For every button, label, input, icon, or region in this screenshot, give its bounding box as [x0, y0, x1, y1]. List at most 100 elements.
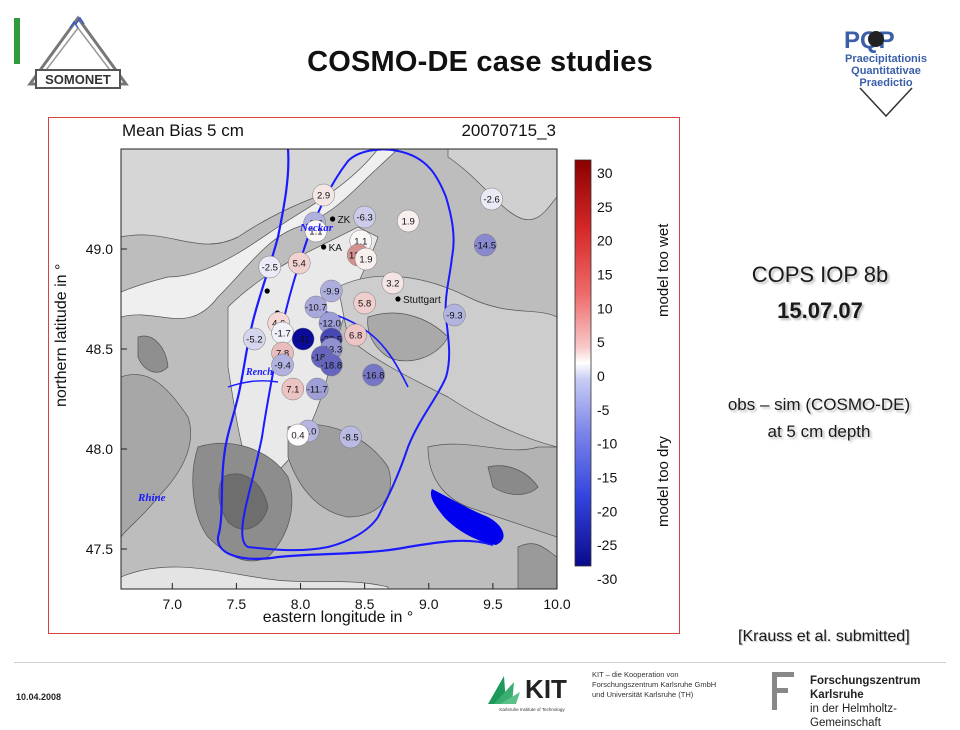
site-dot [264, 288, 270, 294]
station-value-label: -2.6 [483, 195, 499, 206]
station-value-label: 1.1 [354, 237, 367, 248]
station-marker [291, 327, 315, 351]
lake-constance [430, 489, 504, 545]
station-value-label: 0.4 [291, 431, 304, 442]
pqp-logo-triangle-icon [859, 87, 913, 118]
station-value-label: 6.8 [349, 331, 362, 342]
rench-river [227, 380, 279, 388]
station-value-label: -18.8 [312, 353, 334, 364]
fzk-text: Forschungszentrum Karlsruhe in der Helmh… [810, 674, 960, 730]
x-axis-label: eastern longitude in ° [263, 609, 414, 626]
colorbar-tick-label: 10 [597, 300, 613, 316]
colorbar-tick-label: -5 [597, 402, 610, 418]
slide-title: COSMO-DE case studies [307, 46, 653, 78]
station-marker [339, 425, 362, 449]
station-marker [381, 271, 405, 295]
colorbar-label-dry: model too dry [655, 436, 672, 527]
site-markers: ZK KA Stuttgart [264, 215, 441, 316]
station-value-label: 1.9 [359, 255, 372, 266]
x-tick-label: 8.0 [291, 596, 311, 612]
station-value-label: 3.2 [386, 279, 399, 290]
station-value-label: 1.1 [309, 227, 322, 238]
kit-text-line-2: Forschungszentrum Karlsruhe GmbH [592, 680, 717, 689]
colorbar-tick-label: 25 [597, 199, 613, 215]
colorbar-tick-label: -20 [597, 503, 617, 519]
colorbar-tick-label: -25 [597, 537, 617, 553]
map-run-id: 20070715_3 [461, 121, 556, 140]
x-tick-label: 7.5 [227, 596, 247, 612]
site-dot [329, 216, 336, 222]
site-dot [321, 244, 327, 250]
x-tick-label: 10.0 [543, 596, 570, 612]
station-marker [258, 255, 282, 279]
accent-bar [14, 18, 20, 64]
station-marker [473, 233, 497, 257]
footer-divider [14, 662, 946, 663]
station-value-label: -31 [296, 335, 310, 346]
place-label-rhine: Rhine [137, 492, 166, 504]
kit-text-line-1: KIT – die Kooperation von [592, 670, 679, 679]
station-value-label: 1.9 [402, 217, 415, 228]
site-label: KA [329, 243, 343, 254]
station-value-label: -12.0 [319, 319, 341, 330]
station-marker [281, 377, 305, 401]
footer-date: 10.04.2008 [16, 692, 62, 702]
colorbar-tick-label: 20 [597, 233, 613, 249]
station-value-label: -1.7 [274, 329, 290, 340]
station-marker [304, 219, 328, 243]
kit-logo-text: KIT [525, 674, 567, 704]
pqp-logo-word-1: Praecipitationis [845, 53, 927, 65]
fzk-text-line-2: in der Helmholtz-Gemeinschaft [810, 703, 897, 729]
station-value-label: -16.8 [363, 371, 385, 382]
kit-logo-subtext: Karlsruhe Institute of Technology [499, 707, 565, 712]
colorbar-tick-label: 5 [597, 334, 605, 350]
station-value-label: -5.2 [246, 335, 262, 346]
fzk-text-line-1: Forschungszentrum Karlsruhe [810, 675, 921, 701]
station-value-label: -6.3 [356, 213, 372, 224]
colorbar-tick-label: 30 [597, 165, 613, 181]
caption-line-2: at 5 cm depth [767, 422, 871, 441]
station-marker [362, 363, 385, 387]
station-value-label: -9.4 [274, 361, 290, 372]
station-marker [344, 323, 367, 347]
station-value-label: 7.1 [286, 385, 299, 396]
station-marker [305, 377, 329, 401]
pqp-logo-word-2: Quantitativae [851, 65, 921, 77]
pqp-logo: PQP Praecipitationis Quantitativae Praed… [844, 27, 927, 118]
y-axis-label: northern latitude in ° [53, 264, 70, 407]
station-value-label: -8.5 [342, 433, 358, 444]
event-date: 15.07.07 [777, 298, 863, 323]
station-marker [354, 247, 378, 271]
kit-text-line-3: und Universität Karlsruhe (TH) [592, 690, 694, 699]
fzk-logo-icon [772, 672, 794, 710]
station-value-label: 5.8 [358, 299, 371, 310]
citation: [Krauss et al. submitted] [738, 628, 910, 645]
place-label-neckar: Neckar [299, 222, 334, 234]
station-markers: 2.9-9.61.1-6.31.9-2.6-14.51.113.11.93.2-… [243, 183, 503, 449]
kit-cooperation-text: KIT – die Kooperation von Forschungszent… [592, 670, 742, 700]
somonet-logo: SOMONET [27, 15, 129, 89]
x-tick-label: 9.0 [419, 596, 439, 612]
station-marker [480, 187, 503, 211]
colorbar-tick-label: 15 [597, 267, 613, 283]
station-value-label: -10.7 [305, 303, 327, 314]
station-marker [353, 291, 376, 315]
y-tick-label: 48.5 [86, 341, 113, 357]
pqp-logo-dot-icon [868, 31, 884, 47]
station-marker [443, 303, 466, 327]
station-marker [320, 353, 343, 377]
station-value-label: -9.3 [446, 311, 462, 322]
map-plot-area [120, 148, 558, 590]
station-marker [243, 327, 266, 351]
station-value-label: -13.3 [320, 345, 342, 356]
station-value-label: 5.4 [293, 259, 306, 270]
colorbar-tick-label: -10 [597, 436, 617, 452]
y-tick-label: 48.0 [86, 441, 113, 457]
station-marker [320, 279, 343, 303]
y-tick-label: 49.0 [86, 241, 113, 257]
bias-map: Mean Bias 5 cm 20070715_3 7.0 7.5 8.0 8.5 9.… [53, 121, 672, 626]
pqp-logo-word-3: Praedictio [859, 77, 912, 89]
station-value-label: -9.9 [323, 287, 339, 298]
x-tick-label: 9.5 [483, 596, 503, 612]
y-axis: 49.0 48.5 48.0 47.5 [86, 241, 127, 557]
